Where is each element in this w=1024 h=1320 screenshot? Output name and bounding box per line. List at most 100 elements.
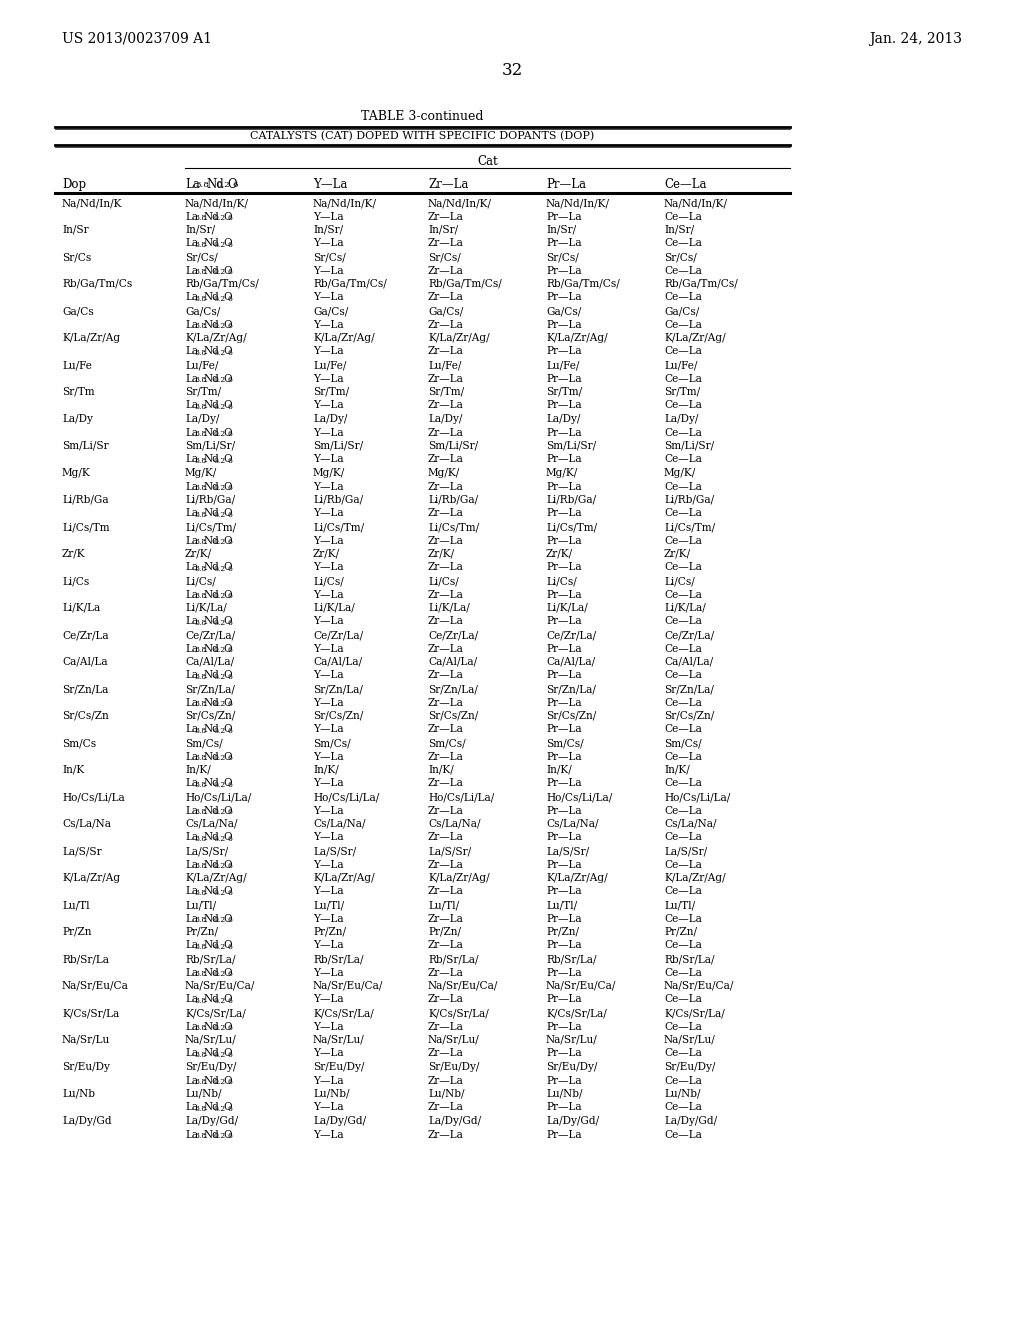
- Text: Pr/Zn/: Pr/Zn/: [313, 927, 346, 937]
- Text: Nd: Nd: [204, 859, 220, 870]
- Text: Nd: Nd: [204, 644, 220, 653]
- Text: Cs/La/Na/: Cs/La/Na/: [664, 818, 717, 829]
- Text: Ce/Zr/La/: Ce/Zr/La/: [428, 630, 478, 640]
- Text: 0.2: 0.2: [213, 916, 225, 924]
- Text: O: O: [223, 616, 231, 627]
- Text: Na/Sr/Eu/Ca/: Na/Sr/Eu/Ca/: [185, 981, 255, 991]
- Text: 6: 6: [227, 944, 232, 952]
- Text: 6: 6: [227, 430, 232, 438]
- Text: Lu/Tl/: Lu/Tl/: [664, 900, 695, 909]
- Text: La: La: [185, 1048, 198, 1059]
- Text: 0.2: 0.2: [213, 619, 225, 627]
- Text: Lu/Fe/: Lu/Fe/: [546, 360, 580, 370]
- Text: Pr—La: Pr—La: [546, 671, 582, 681]
- Text: Nd: Nd: [204, 779, 220, 788]
- Text: Nd: Nd: [204, 319, 220, 330]
- Text: Nd: Nd: [204, 239, 220, 248]
- Text: Nd: Nd: [204, 833, 220, 842]
- Text: Pr—La: Pr—La: [546, 482, 582, 491]
- Text: 0.2: 0.2: [213, 565, 225, 573]
- Text: Zr—La: Zr—La: [428, 239, 464, 248]
- Text: Zr—La: Zr—La: [428, 346, 464, 356]
- Text: 6: 6: [227, 1133, 232, 1140]
- Text: Zr/K/: Zr/K/: [664, 549, 691, 558]
- Text: 6: 6: [227, 1051, 232, 1059]
- Text: Sr/Tm/: Sr/Tm/: [664, 387, 700, 397]
- Text: K/La/Zr/Ag/: K/La/Zr/Ag/: [664, 873, 726, 883]
- Text: Zr/K/: Zr/K/: [313, 549, 340, 558]
- Text: 6: 6: [227, 890, 232, 898]
- Text: La/S/Sr/: La/S/Sr/: [546, 846, 589, 855]
- Text: Li/Rb/Ga/: Li/Rb/Ga/: [546, 495, 596, 506]
- Text: Na/Sr/Eu/Ca/: Na/Sr/Eu/Ca/: [428, 981, 499, 991]
- Text: Pr—La: Pr—La: [546, 644, 582, 653]
- Text: Nd: Nd: [204, 1076, 220, 1085]
- Text: Mg/K/: Mg/K/: [313, 469, 345, 478]
- Text: 0.2: 0.2: [213, 1078, 225, 1086]
- Text: Ce—La: Ce—La: [664, 265, 701, 276]
- Text: Ce—La: Ce—La: [664, 562, 701, 573]
- Text: Pr—La: Pr—La: [546, 346, 582, 356]
- Text: La: La: [185, 833, 198, 842]
- Text: Ce—La: Ce—La: [664, 536, 701, 545]
- Text: Sr/Cs/Zn/: Sr/Cs/Zn/: [313, 711, 364, 721]
- Text: 6: 6: [227, 808, 232, 816]
- Text: La: La: [185, 346, 198, 356]
- Text: La/Dy/Gd/: La/Dy/Gd/: [546, 1115, 599, 1126]
- Text: O: O: [223, 428, 231, 437]
- Text: Na/Nd/In/K/: Na/Nd/In/K/: [546, 198, 610, 209]
- Text: Li/Cs/: Li/Cs/: [185, 576, 216, 586]
- Text: Sm/Cs/: Sm/Cs/: [664, 738, 701, 748]
- Text: Nd: Nd: [204, 805, 220, 816]
- Text: Y—La: Y—La: [313, 968, 344, 978]
- Text: Lu/Tl/: Lu/Tl/: [185, 900, 216, 909]
- Text: Na/Sr/Eu/Ca/: Na/Sr/Eu/Ca/: [313, 981, 383, 991]
- Text: Lu/Fe/: Lu/Fe/: [428, 360, 462, 370]
- Text: O: O: [223, 644, 231, 653]
- Text: In/Sr: In/Sr: [62, 224, 89, 235]
- Text: Ce—La: Ce—La: [664, 833, 701, 842]
- Text: Y—La: Y—La: [313, 590, 344, 599]
- Text: 3.8: 3.8: [195, 242, 207, 249]
- Text: In/K/: In/K/: [546, 766, 571, 775]
- Text: Ca/Al/La/: Ca/Al/La/: [313, 657, 362, 667]
- Text: 3.8: 3.8: [195, 593, 207, 601]
- Text: Na/Sr/Lu/: Na/Sr/Lu/: [313, 1035, 365, 1045]
- Text: Mg/K/: Mg/K/: [546, 469, 579, 478]
- Text: Na/Sr/Lu/: Na/Sr/Lu/: [664, 1035, 716, 1045]
- Text: Ho/Cs/Li/La/: Ho/Cs/Li/La/: [664, 792, 730, 803]
- Text: La/Dy/: La/Dy/: [546, 414, 581, 424]
- Text: Ho/Cs/Li/La/: Ho/Cs/Li/La/: [313, 792, 379, 803]
- Text: Pr—La: Pr—La: [546, 913, 582, 924]
- Text: 0.2: 0.2: [213, 1051, 225, 1059]
- Text: 0.2: 0.2: [213, 1133, 225, 1140]
- Text: Li/Cs/Tm/: Li/Cs/Tm/: [428, 521, 479, 532]
- Text: Zr—La: Zr—La: [428, 374, 464, 384]
- Text: Y—La: Y—La: [313, 833, 344, 842]
- Text: 0.2: 0.2: [213, 890, 225, 898]
- Text: Sm/Li/Sr/: Sm/Li/Sr/: [313, 441, 364, 451]
- Text: 3.8: 3.8: [195, 1024, 207, 1032]
- Text: Li/Rb/Ga/: Li/Rb/Ga/: [313, 495, 364, 506]
- Text: 3.8: 3.8: [195, 1133, 207, 1140]
- Text: Rb/Ga/Tm/Cs/: Rb/Ga/Tm/Cs/: [185, 279, 259, 289]
- Text: Nd: Nd: [204, 751, 220, 762]
- Text: K/La/Zr/Ag: K/La/Zr/Ag: [62, 873, 120, 883]
- Text: 6: 6: [227, 781, 232, 789]
- Text: Ce—La: Ce—La: [664, 1022, 701, 1031]
- Text: Ce—La: Ce—La: [664, 482, 701, 491]
- Text: Zr—La: Zr—La: [428, 913, 464, 924]
- Text: Sr/Cs/: Sr/Cs/: [546, 252, 579, 261]
- Text: TABLE 3-continued: TABLE 3-continued: [360, 110, 483, 123]
- Text: Ce—La: Ce—La: [664, 590, 701, 599]
- Text: Lu/Nb/: Lu/Nb/: [185, 1089, 221, 1100]
- Text: La: La: [185, 1076, 198, 1085]
- Text: Rb/Sr/La/: Rb/Sr/La/: [185, 954, 236, 964]
- Text: In/K/: In/K/: [313, 766, 339, 775]
- Text: Zr—La: Zr—La: [428, 400, 464, 411]
- Text: La/S/Sr/: La/S/Sr/: [313, 846, 356, 855]
- Text: Mg/K/: Mg/K/: [428, 469, 460, 478]
- Text: Pr—La: Pr—La: [546, 1076, 582, 1085]
- Text: 0.2: 0.2: [213, 754, 225, 762]
- Text: In/Sr/: In/Sr/: [664, 224, 694, 235]
